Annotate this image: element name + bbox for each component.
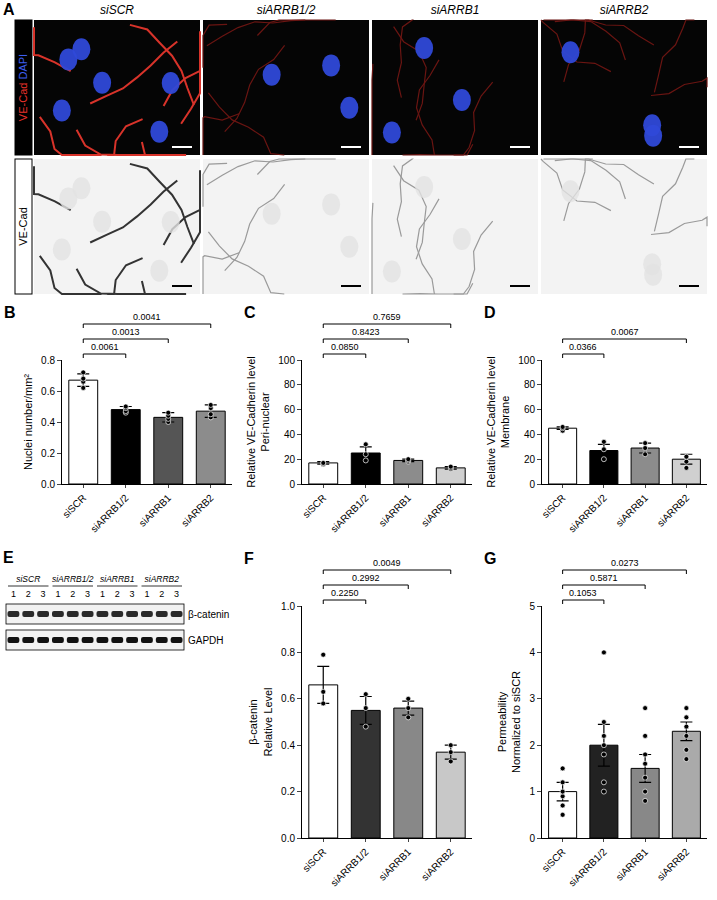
svg-text:siARRB2: siARRB2 (655, 492, 692, 529)
svg-text:0.2250: 0.2250 (331, 588, 359, 598)
svg-text:20: 20 (284, 454, 296, 465)
svg-text:0.0061: 0.0061 (91, 342, 119, 352)
svg-text:40: 40 (284, 429, 296, 440)
svg-text:0.2992: 0.2992 (352, 573, 380, 583)
svg-text:4: 4 (529, 647, 535, 658)
svg-text:0: 0 (529, 833, 535, 844)
svg-text:60: 60 (524, 404, 536, 415)
svg-text:siSCR: siSCR (540, 846, 568, 874)
svg-text:0.0850: 0.0850 (331, 342, 359, 352)
svg-text:β-catenin: β-catenin (188, 609, 229, 620)
svg-text:0.1053: 0.1053 (569, 588, 597, 598)
svg-text:siARRB2: siARRB2 (179, 492, 216, 529)
svg-text:siARRB2: siARRB2 (419, 846, 456, 883)
html-text:B: B (4, 304, 16, 321)
svg-text:0.2: 0.2 (41, 448, 55, 459)
svg-text:40: 40 (524, 429, 536, 440)
html-text:G: G (484, 550, 497, 567)
svg-text:80: 80 (524, 379, 536, 390)
svg-text:0: 0 (529, 479, 535, 490)
svg-text:0.6: 0.6 (281, 693, 295, 704)
html-text:F: F (244, 550, 254, 567)
svg-text:siSCR: siSCR (16, 574, 40, 584)
svg-text:siARRB2: siARRB2 (600, 3, 649, 17)
svg-text:0.6: 0.6 (41, 386, 55, 397)
svg-text:3: 3 (130, 589, 135, 599)
svg-text:2: 2 (70, 589, 75, 599)
svg-text:siARRB2: siARRB2 (419, 492, 456, 529)
svg-text:0.0013: 0.0013 (112, 327, 140, 337)
svg-text:1: 1 (529, 786, 535, 797)
svg-text:0.2: 0.2 (281, 786, 295, 797)
svg-text:0.0049: 0.0049 (373, 558, 401, 568)
svg-text:2: 2 (115, 589, 120, 599)
svg-text:Relative VE-Cadherin levelPeri: Relative VE-Cadherin levelPeri-nuclear (245, 356, 271, 487)
svg-text:3: 3 (529, 693, 535, 704)
svg-text:VE-Cad DAPI: VE-Cad DAPI (17, 54, 29, 121)
svg-text:E: E (3, 549, 14, 566)
svg-text:20: 20 (524, 454, 536, 465)
svg-text:1: 1 (11, 589, 16, 599)
svg-text:0.0366: 0.0366 (569, 342, 597, 352)
svg-text:siARRB1/2: siARRB1/2 (566, 492, 609, 535)
svg-text:0.4: 0.4 (281, 740, 295, 751)
svg-text:siSCR: siSCR (100, 3, 134, 17)
svg-text:siARRB1/2: siARRB1/2 (328, 492, 371, 535)
svg-text:siSCR: siSCR (60, 492, 88, 520)
svg-text:1.0: 1.0 (281, 601, 295, 612)
svg-text:0: 0 (289, 479, 295, 490)
html-text:C: C (244, 304, 256, 321)
svg-text:siARRB1: siARRB1 (377, 846, 414, 883)
svg-text:3: 3 (41, 589, 46, 599)
svg-text:0.0273: 0.0273 (611, 558, 639, 568)
svg-text:siSCR: siSCR (300, 492, 328, 520)
svg-text:60: 60 (284, 404, 296, 415)
svg-text:0.0041: 0.0041 (133, 312, 161, 322)
svg-text:siARRB1: siARRB1 (377, 492, 414, 529)
svg-text:VE-Cad: VE-Cad (17, 207, 29, 246)
svg-text:0.8423: 0.8423 (352, 327, 380, 337)
svg-text:0.8: 0.8 (281, 647, 295, 658)
svg-text:siARRB2: siARRB2 (145, 574, 180, 584)
svg-text:siARRB1: siARRB1 (614, 492, 651, 529)
svg-text:0.0: 0.0 (41, 479, 55, 490)
svg-text:siARRB1/2: siARRB1/2 (328, 846, 371, 889)
svg-text:Relative VE-Cadherin levelMemb: Relative VE-Cadherin levelMembrane (485, 356, 511, 487)
svg-text:A: A (3, 1, 15, 18)
svg-text:5: 5 (529, 601, 535, 612)
svg-text:siARRB1/2: siARRB1/2 (257, 3, 316, 17)
svg-text:0.4: 0.4 (41, 417, 55, 428)
svg-text:2: 2 (529, 740, 535, 751)
svg-text:siARRB1: siARRB1 (614, 846, 651, 883)
svg-text:3: 3 (85, 589, 90, 599)
svg-text:0.5871: 0.5871 (590, 573, 618, 583)
svg-text:0.7659: 0.7659 (373, 312, 401, 322)
html-text:D: D (484, 304, 496, 321)
svg-text:80: 80 (284, 379, 296, 390)
svg-text:0.8: 0.8 (41, 355, 55, 366)
svg-text:0.0067: 0.0067 (611, 327, 639, 337)
svg-text:siARRB1: siARRB1 (431, 3, 480, 17)
svg-text:1: 1 (100, 589, 105, 599)
svg-text:siSCR: siSCR (300, 846, 328, 874)
svg-text:siARRB1/2: siARRB1/2 (566, 846, 609, 889)
svg-text:siARRB1: siARRB1 (137, 492, 174, 529)
svg-text:β-cateninRelative Level: β-cateninRelative Level (247, 687, 273, 756)
svg-text:2: 2 (26, 589, 31, 599)
svg-text:Nuclei number/mm²: Nuclei number/mm² (22, 374, 34, 470)
svg-text:siARRB1/2: siARRB1/2 (88, 492, 131, 535)
svg-text:1: 1 (55, 589, 60, 599)
svg-text:0.0: 0.0 (281, 833, 295, 844)
svg-text:1: 1 (144, 589, 149, 599)
svg-text:100: 100 (278, 355, 295, 366)
svg-text:siARRB1/2: siARRB1/2 (52, 574, 94, 584)
svg-text:siARRB2: siARRB2 (655, 846, 692, 883)
svg-text:GAPDH: GAPDH (188, 635, 224, 646)
svg-text:2: 2 (159, 589, 164, 599)
svg-text:100: 100 (518, 355, 535, 366)
svg-text:3: 3 (174, 589, 179, 599)
svg-text:siSCR: siSCR (540, 492, 568, 520)
svg-text:PermeabilityNormalized to siSC: PermeabilityNormalized to siSCR (496, 671, 522, 773)
svg-text:siARRB1: siARRB1 (100, 574, 135, 584)
